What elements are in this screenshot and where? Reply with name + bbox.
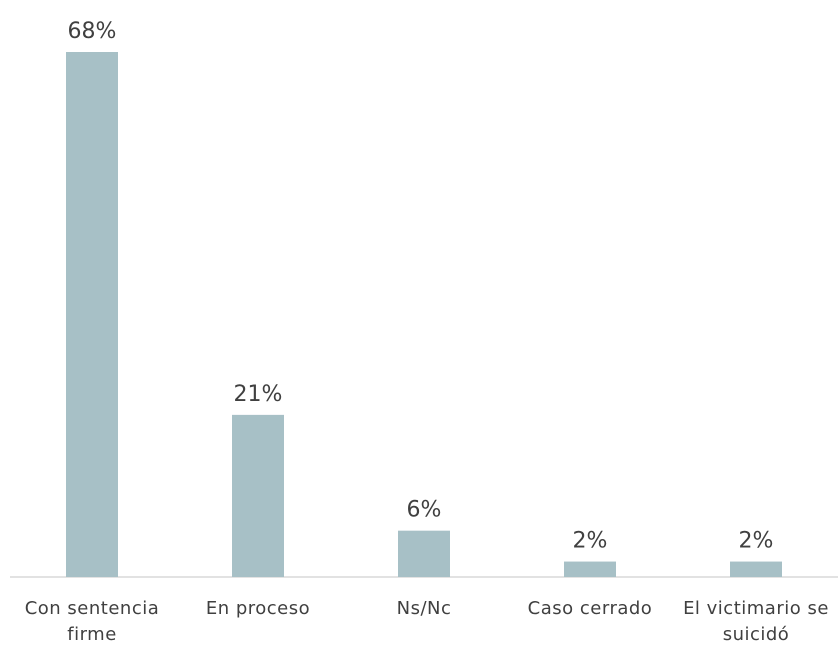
value-label: 6%: [407, 498, 442, 523]
bar: [66, 52, 118, 577]
value-label: 2%: [573, 529, 608, 554]
bar: [730, 561, 782, 577]
bar: [564, 561, 616, 577]
bar: [398, 530, 450, 577]
value-label: 2%: [739, 529, 774, 554]
value-label: 21%: [234, 382, 283, 407]
x-tick-label: El victimario se suicidó: [683, 598, 829, 645]
x-tick-label: Ns/Nc: [396, 598, 452, 619]
x-tick-label: En proceso: [205, 598, 311, 619]
value-label: 68%: [68, 19, 117, 44]
x-tick-label: Caso cerrado: [527, 598, 653, 619]
bar: [232, 414, 284, 577]
x-tick-label: Con sentencia firme: [24, 598, 160, 645]
